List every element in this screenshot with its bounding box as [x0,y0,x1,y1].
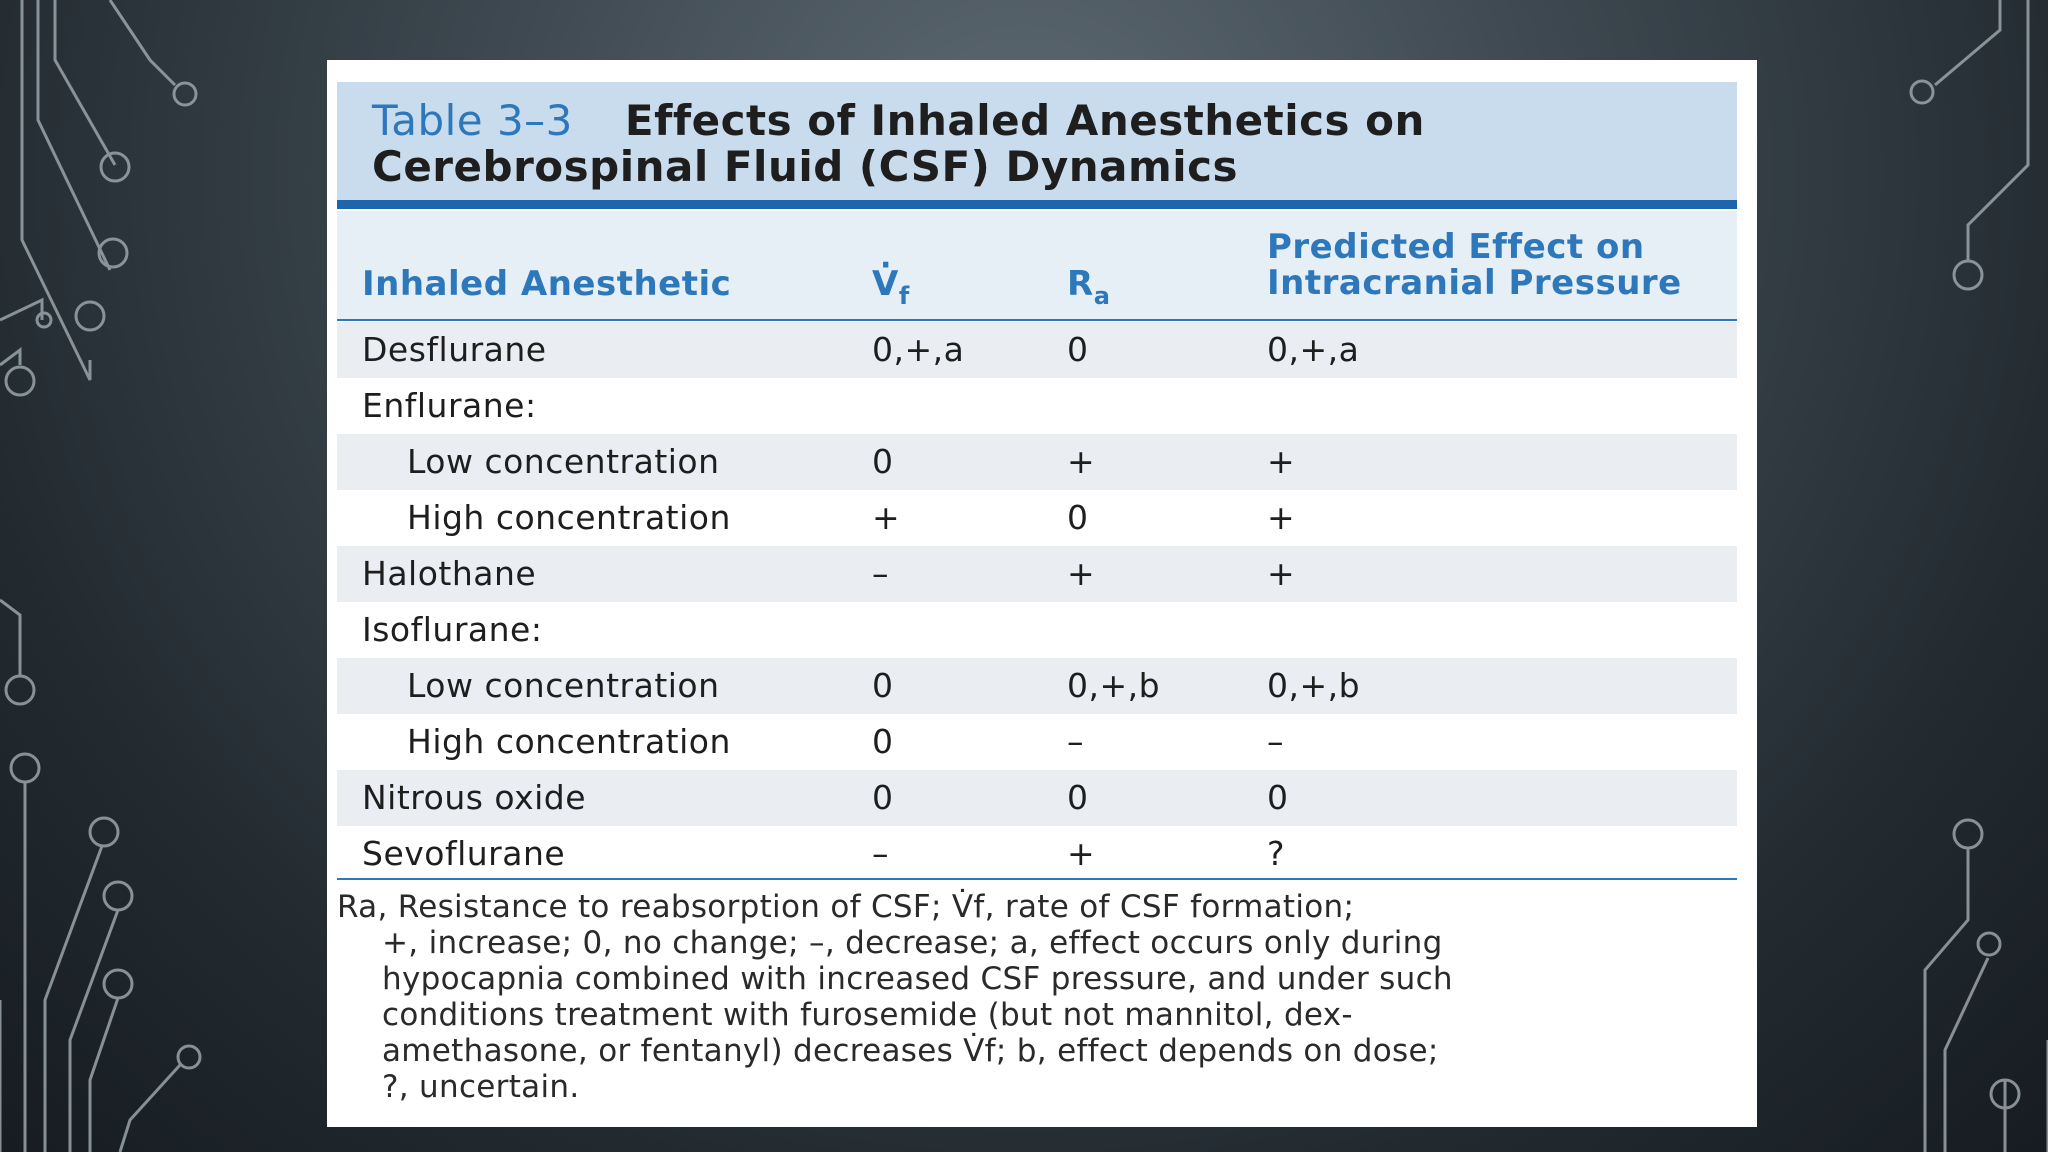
table-row: Isoflurane: [337,602,1737,658]
header-inhaled-anesthetic: Inhaled Anesthetic [362,264,732,304]
header-vf: Vf [872,248,910,310]
icp-value: + [1267,442,1296,481]
table-title-line-1: Table 3–3 Effects of Inhaled Anesthetics … [372,96,1425,145]
anesthetic-name: Isoflurane: [362,610,543,649]
anesthetic-name: Nitrous oxide [362,778,587,817]
anesthetic-name: High concentration [407,722,731,761]
table-card: Table 3–3 Effects of Inhaled Anesthetics … [327,60,1757,1127]
footnote-line: conditions treatment with furosemide (bu… [382,997,1353,1033]
vf-value: 0 [872,442,894,481]
anesthetic-name: Halothane [362,554,537,593]
header-icp: Predicted Effect on Intracranial Pressure [1267,229,1682,301]
table-row: Desflurane 0,+,a 0 0,+,a [337,322,1737,378]
icp-value: + [1267,498,1296,537]
footnote-line: hypocapnia combined with increased CSF p… [382,961,1453,997]
anesthetic-name: Enflurane: [362,386,537,425]
anesthetic-name: Low concentration [407,442,720,481]
anesthetic-name: Desflurane [362,330,547,369]
footnote-line: Ra, Resistance to reabsorption of CSF; V… [337,889,1355,925]
vf-symbol: V [872,248,899,302]
table-row: Enflurane: [337,378,1737,434]
ra-value: 0 [1067,778,1089,817]
table-bottom-rule [337,878,1737,880]
table-title-line-2: Cerebrospinal Fluid (CSF) Dynamics [372,142,1239,191]
table-row: Sevoflurane – + ? [337,826,1737,882]
icp-value: 0,+,b [1267,666,1361,705]
icp-value: ? [1267,834,1286,873]
vf-value: 0 [872,666,894,705]
vf-value: 0,+,a [872,330,965,369]
ra-value: + [1067,834,1096,873]
ra-value: – [1067,722,1084,761]
ra-value: 0,+,b [1067,666,1161,705]
footnote-line: +, increase; 0, no change; –, decrease; … [382,925,1443,961]
table-row: High concentration 0 – – [337,714,1737,770]
header-icp-line-2: Intracranial Pressure [1267,263,1682,303]
ra-value: + [1067,554,1096,593]
ra-value: + [1067,442,1096,481]
vf-value: + [872,498,901,537]
table-title-band: Table 3–3 Effects of Inhaled Anesthetics … [337,82,1737,209]
header-icp-line-1: Predicted Effect on [1267,227,1645,267]
vf-value: – [872,834,889,873]
icp-value: 0,+,a [1267,330,1360,369]
ra-value: 0 [1067,498,1089,537]
table-footnote: Ra, Resistance to reabsorption of CSF; V… [337,889,1737,1105]
table-number: Table 3–3 [372,96,573,145]
table-row: Halothane – + + [337,546,1737,602]
table-row: Nitrous oxide 0 0 0 [337,770,1737,826]
ra-subscript: a [1093,282,1111,310]
icp-value: + [1267,554,1296,593]
table-row: Low concentration 0 + + [337,434,1737,490]
vf-value: – [872,554,889,593]
anesthetic-name: High concentration [407,498,731,537]
vf-subscript: f [898,282,910,310]
footnote-line: amethasone, or fentanyl) decreases V̇f; … [382,1033,1439,1069]
icp-value: – [1267,722,1284,761]
vf-value: 0 [872,722,894,761]
table-row: Low concentration 0 0,+,b 0,+,b [337,658,1737,714]
anesthetic-name: Sevoflurane [362,834,566,873]
vf-value: 0 [872,778,894,817]
anesthetic-name: Low concentration [407,666,720,705]
footnote-line: ?, uncertain. [382,1069,580,1105]
icp-value: 0 [1267,778,1289,817]
table-title-text-1: Effects of Inhaled Anesthetics on [624,96,1425,145]
header-ra: Ra [1067,264,1110,310]
ra-symbol: R [1067,264,1094,304]
ra-value: 0 [1067,330,1089,369]
table-header: Inhaled Anesthetic Vf Ra Predicted Effec… [337,211,1737,321]
table-row: High concentration + 0 + [337,490,1737,546]
